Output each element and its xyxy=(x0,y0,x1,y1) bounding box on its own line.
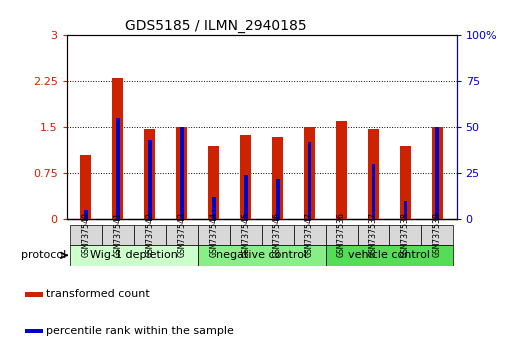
Bar xyxy=(421,225,453,245)
Bar xyxy=(336,121,347,219)
Bar xyxy=(293,225,326,245)
Bar xyxy=(212,198,215,219)
Bar xyxy=(436,127,439,219)
Bar xyxy=(240,136,251,219)
Bar xyxy=(371,164,376,219)
Bar xyxy=(404,201,407,219)
Text: GDS5185 / ILMN_2940185: GDS5185 / ILMN_2940185 xyxy=(125,19,307,33)
Bar xyxy=(134,225,166,245)
Text: GSM737544: GSM737544 xyxy=(209,212,218,257)
Bar xyxy=(400,146,411,219)
Bar xyxy=(358,225,389,245)
Bar xyxy=(166,225,198,245)
Bar xyxy=(275,179,280,219)
Text: GSM737537: GSM737537 xyxy=(369,212,378,257)
Bar xyxy=(198,225,230,245)
Bar xyxy=(432,127,443,219)
Text: vehicle control: vehicle control xyxy=(348,250,430,260)
Bar xyxy=(80,155,91,219)
Bar xyxy=(70,245,198,266)
Text: GSM737547: GSM737547 xyxy=(305,212,314,257)
Text: Wig-1 depletion: Wig-1 depletion xyxy=(90,250,177,260)
Text: GSM737539: GSM737539 xyxy=(433,212,442,257)
Bar xyxy=(84,210,88,219)
Text: transformed count: transformed count xyxy=(46,289,149,299)
Bar xyxy=(70,225,102,245)
Text: GSM737543: GSM737543 xyxy=(177,212,186,257)
Bar xyxy=(180,127,184,219)
Text: GSM737545: GSM737545 xyxy=(241,212,250,257)
Text: GSM737541: GSM737541 xyxy=(113,212,122,257)
Bar xyxy=(308,142,311,219)
Bar xyxy=(144,129,155,219)
Bar xyxy=(25,329,43,333)
Bar xyxy=(230,225,262,245)
Bar xyxy=(102,225,134,245)
Bar xyxy=(244,175,248,219)
Bar xyxy=(208,146,219,219)
Bar xyxy=(116,118,120,219)
Text: GSM737536: GSM737536 xyxy=(337,212,346,257)
Bar xyxy=(368,129,379,219)
Text: GSM737538: GSM737538 xyxy=(401,212,410,257)
Text: percentile rank within the sample: percentile rank within the sample xyxy=(46,326,233,336)
Bar xyxy=(198,245,326,266)
Bar xyxy=(326,245,453,266)
Text: GSM737546: GSM737546 xyxy=(273,212,282,257)
Text: negative control: negative control xyxy=(216,250,307,260)
Bar xyxy=(389,225,421,245)
Bar xyxy=(176,127,187,219)
Text: protocol: protocol xyxy=(21,250,66,260)
Bar xyxy=(326,225,358,245)
Bar xyxy=(148,140,152,219)
Bar xyxy=(272,137,283,219)
Bar xyxy=(262,225,293,245)
Bar xyxy=(112,78,124,219)
Bar xyxy=(25,292,43,297)
Bar xyxy=(304,127,315,219)
Text: GSM737542: GSM737542 xyxy=(145,212,154,257)
Text: GSM737540: GSM737540 xyxy=(82,212,90,257)
